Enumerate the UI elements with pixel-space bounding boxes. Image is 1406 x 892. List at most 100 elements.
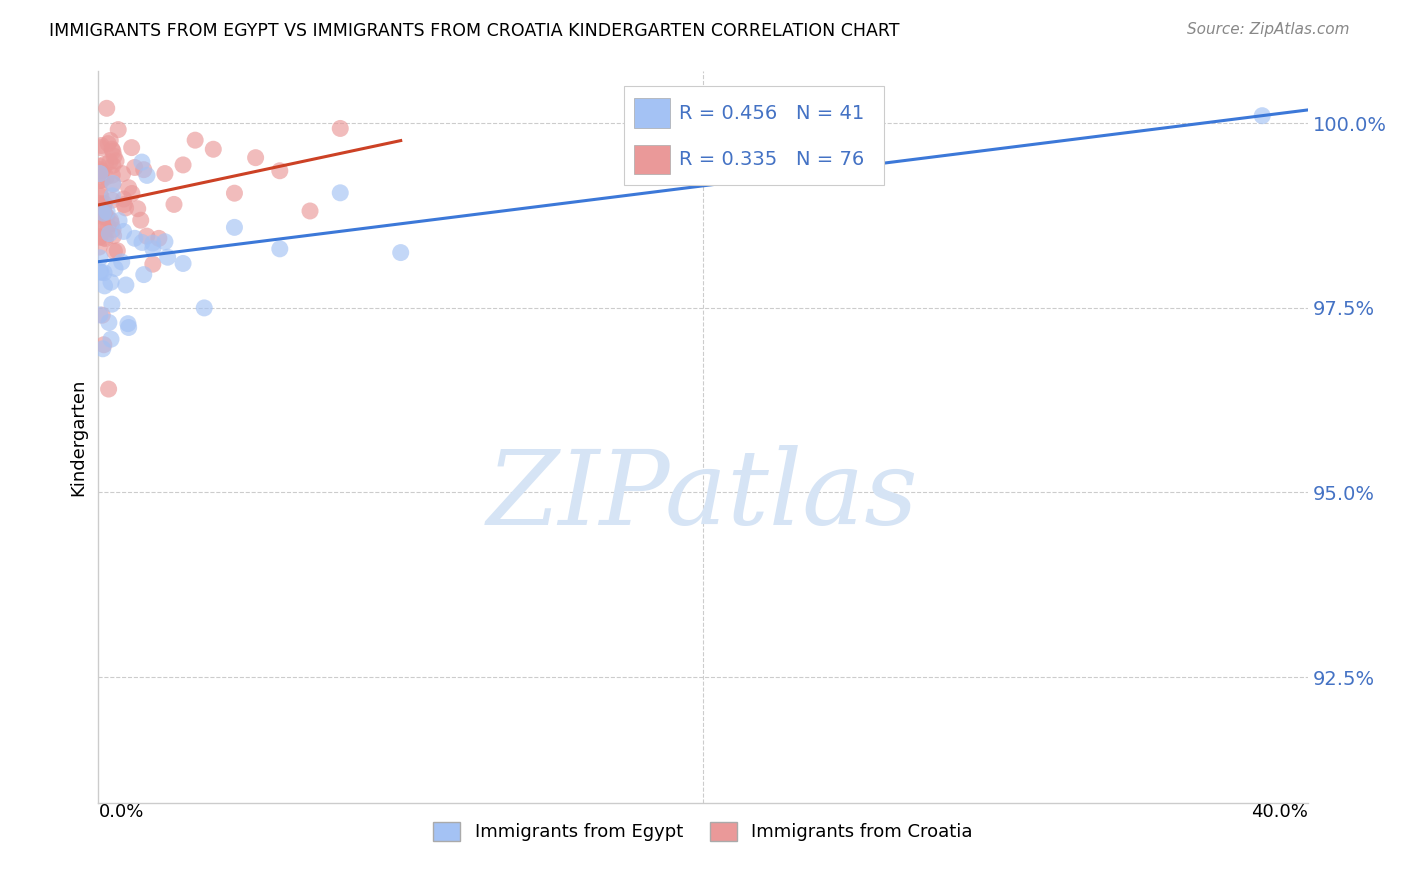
Immigrants from Croatia [100,213,122,227]
Immigrants from Croatia [129,213,152,227]
Immigrants from Croatia [89,162,111,177]
Immigrants from Egypt [96,205,118,219]
Immigrants from Egypt [104,261,127,276]
Immigrants from Croatia [121,186,143,201]
Immigrants from Croatia [184,133,207,147]
Immigrants from Egypt [90,265,112,279]
Immigrants from Croatia [269,163,291,178]
Immigrants from Egypt [193,301,215,315]
Immigrants from Croatia [93,231,115,245]
Text: IMMIGRANTS FROM EGYPT VS IMMIGRANTS FROM CROATIA KINDERGARTEN CORRELATION CHART: IMMIGRANTS FROM EGYPT VS IMMIGRANTS FROM… [49,22,900,40]
Immigrants from Croatia [299,204,322,219]
Immigrants from Egypt [329,186,352,200]
Text: R = 0.456   N = 41: R = 0.456 N = 41 [679,103,865,122]
Immigrants from Croatia [103,228,125,243]
Immigrants from Croatia [93,200,115,214]
Immigrants from Croatia [101,178,124,192]
Immigrants from Croatia [107,122,129,136]
Immigrants from Croatia [90,141,112,155]
Immigrants from Egypt [101,189,124,203]
Immigrants from Croatia [98,154,121,169]
Immigrants from Croatia [91,221,114,235]
Bar [634,98,671,128]
Immigrants from Egypt [156,250,179,264]
Text: Source: ZipAtlas.com: Source: ZipAtlas.com [1187,22,1350,37]
Immigrants from Croatia [103,244,125,259]
Immigrants from Egypt [93,266,115,280]
Immigrants from Egypt [136,169,159,183]
Immigrants from Croatia [202,142,225,156]
Immigrants from Croatia [121,140,143,154]
Immigrants from Croatia [329,121,352,136]
Legend: Immigrants from Egypt, Immigrants from Croatia: Immigrants from Egypt, Immigrants from C… [426,814,980,848]
Immigrants from Croatia [91,164,114,178]
Immigrants from Croatia [87,202,110,217]
Immigrants from Egypt [153,235,176,249]
Immigrants from Egypt [100,332,122,346]
Immigrants from Croatia [112,197,135,211]
Immigrants from Croatia [163,197,186,211]
Immigrants from Egypt [89,308,111,322]
Immigrants from Croatia [101,168,124,182]
Immigrants from Egypt [118,320,141,334]
Immigrants from Egypt [131,235,153,250]
Immigrants from Croatia [172,158,194,172]
Immigrants from Croatia [90,189,112,203]
Immigrants from Egypt [112,224,135,238]
Immigrants from Croatia [224,186,246,201]
Immigrants from Egypt [111,255,134,269]
Immigrants from Croatia [89,220,111,235]
Immigrants from Croatia [142,257,165,271]
Immigrants from Croatia [97,382,120,396]
Immigrants from Croatia [93,337,115,351]
Immigrants from Croatia [93,206,115,220]
Immigrants from Croatia [98,133,121,147]
Immigrants from Egypt [131,155,153,169]
Immigrants from Croatia [112,192,135,206]
Bar [634,145,671,174]
Immigrants from Croatia [87,196,110,211]
Immigrants from Croatia [89,173,111,187]
Immigrants from Croatia [87,240,110,254]
Immigrants from Egypt [93,278,115,293]
Immigrants from Croatia [93,196,115,211]
Immigrants from Egypt [124,231,146,245]
Immigrants from Croatia [93,208,115,222]
Immigrants from Croatia [153,167,176,181]
Text: 40.0%: 40.0% [1251,803,1308,821]
Immigrants from Egypt [101,297,124,311]
Immigrants from Egypt [132,268,155,282]
Immigrants from Egypt [89,265,111,279]
Immigrants from Croatia [127,202,149,216]
Immigrants from Egypt [89,167,111,181]
Immigrants from Croatia [148,231,170,245]
Immigrants from Croatia [97,219,120,234]
Immigrants from Egypt [142,242,165,256]
Immigrants from Croatia [101,222,124,236]
Immigrants from Croatia [100,217,122,231]
Immigrants from Egypt [269,242,291,256]
Immigrants from Egypt [172,256,194,270]
Immigrants from Croatia [105,153,128,168]
Text: ZIPatlas: ZIPatlas [488,445,918,546]
Immigrants from Croatia [89,230,111,244]
Immigrants from Egypt [117,317,139,331]
Immigrants from Croatia [245,151,267,165]
Immigrants from Croatia [105,244,128,258]
Immigrants from Egypt [91,342,114,356]
FancyBboxPatch shape [624,86,884,185]
Immigrants from Croatia [132,162,155,177]
Immigrants from Croatia [114,201,136,215]
Immigrants from Egypt [389,245,412,260]
Immigrants from Croatia [91,210,114,224]
Immigrants from Croatia [90,138,112,153]
Immigrants from Croatia [124,161,146,175]
Immigrants from Croatia [93,203,115,218]
Immigrants from Egypt [91,206,114,220]
Immigrants from Egypt [1251,109,1274,123]
Immigrants from Croatia [111,167,134,181]
Immigrants from Croatia [101,194,124,208]
Immigrants from Croatia [90,173,112,187]
Y-axis label: Kindergarten: Kindergarten [69,378,87,496]
Immigrants from Croatia [89,185,111,199]
